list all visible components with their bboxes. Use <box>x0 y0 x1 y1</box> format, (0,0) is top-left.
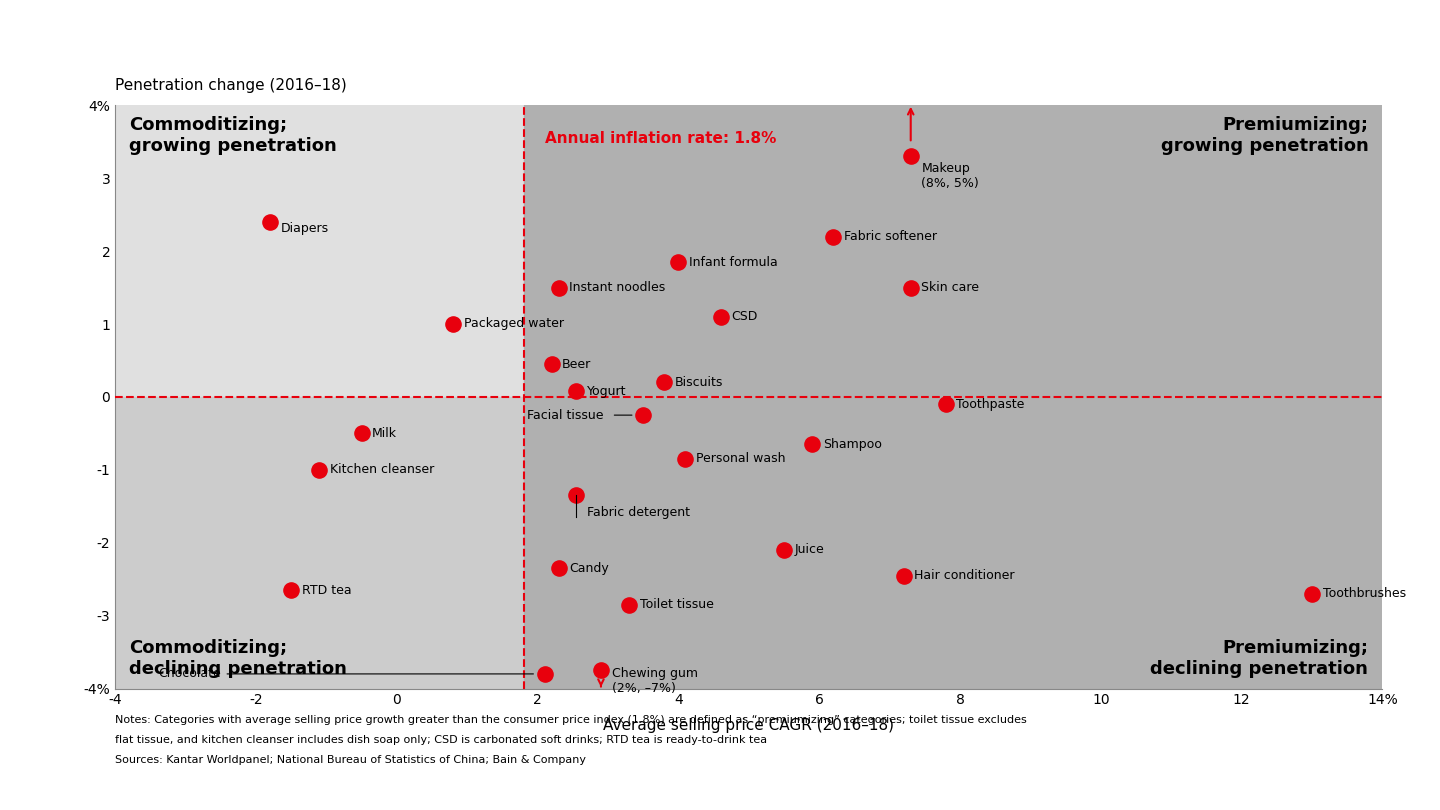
X-axis label: Average selling price CAGR (2016–18): Average selling price CAGR (2016–18) <box>603 718 894 734</box>
Point <box>589 664 612 677</box>
Point <box>308 463 331 476</box>
Text: Toothpaste: Toothpaste <box>956 398 1025 411</box>
Text: Fabric softener: Fabric softener <box>844 230 937 243</box>
Point <box>772 544 795 556</box>
Point <box>674 452 697 465</box>
Text: Toothbrushes: Toothbrushes <box>1322 587 1405 600</box>
Point <box>935 398 958 411</box>
Text: Kitchen cleanser: Kitchen cleanser <box>330 463 435 476</box>
Point <box>442 318 465 330</box>
Text: Yogurt: Yogurt <box>588 385 626 398</box>
Text: Penetration change (2016–18): Penetration change (2016–18) <box>115 78 347 93</box>
Text: Instant noodles: Instant noodles <box>569 281 665 294</box>
Bar <box>524 397 1382 688</box>
Text: Chocolate: Chocolate <box>158 667 220 680</box>
Point <box>899 150 922 163</box>
Bar <box>115 105 524 397</box>
Text: Premiumizing;
declining penetration: Premiumizing; declining penetration <box>1151 639 1368 677</box>
Text: Sources: Kantar Worldpanel; National Bureau of Statistics of China; Bain & Compa: Sources: Kantar Worldpanel; National Bur… <box>115 756 586 765</box>
Point <box>533 667 556 680</box>
Text: Commoditizing;
declining penetration: Commoditizing; declining penetration <box>130 639 347 677</box>
Text: Beer: Beer <box>562 357 592 371</box>
Text: Facial tissue: Facial tissue <box>527 408 603 422</box>
Text: Makeup
(8%, 5%): Makeup (8%, 5%) <box>922 162 979 190</box>
Point <box>899 281 922 294</box>
Text: RTD tea: RTD tea <box>302 583 351 597</box>
Text: CSD: CSD <box>732 310 757 323</box>
Text: Biscuits: Biscuits <box>675 376 723 389</box>
Point <box>1300 587 1323 600</box>
Text: Commoditizing;
growing penetration: Commoditizing; growing penetration <box>130 116 337 155</box>
Text: Fabric detergent: Fabric detergent <box>588 506 690 519</box>
Point <box>564 488 588 501</box>
Text: flat tissue, and kitchen cleanser includes dish soap only; CSD is carbonated sof: flat tissue, and kitchen cleanser includ… <box>115 735 768 745</box>
Text: Candy: Candy <box>569 561 609 575</box>
Point <box>667 256 690 269</box>
Text: Toilet tissue: Toilet tissue <box>639 598 714 612</box>
Point <box>652 376 675 389</box>
Point <box>822 230 845 243</box>
Point <box>350 427 373 440</box>
Point <box>708 310 732 323</box>
Text: Shampoo: Shampoo <box>822 437 881 451</box>
Point <box>259 215 282 228</box>
Point <box>547 281 570 294</box>
Text: Hair conditioner: Hair conditioner <box>914 569 1015 582</box>
Point <box>564 385 588 398</box>
Point <box>801 437 824 450</box>
Point <box>618 598 641 611</box>
Point <box>893 569 916 582</box>
Text: Infant formula: Infant formula <box>688 255 778 269</box>
Text: Personal wash: Personal wash <box>696 452 785 466</box>
Text: Skin care: Skin care <box>922 281 979 294</box>
Bar <box>524 105 1382 397</box>
Text: Juice: Juice <box>795 544 824 556</box>
Text: Diapers: Diapers <box>281 222 328 235</box>
Point <box>279 583 302 596</box>
Bar <box>115 397 524 688</box>
Text: Premiumizing;
growing penetration: Premiumizing; growing penetration <box>1161 116 1368 155</box>
Text: Annual inflation rate: 1.8%: Annual inflation rate: 1.8% <box>544 130 776 146</box>
Text: Notes: Categories with average selling price growth greater than the consumer pr: Notes: Categories with average selling p… <box>115 715 1027 725</box>
Point <box>632 408 655 421</box>
Point <box>540 358 563 371</box>
Text: Chewing gum
(2%, –7%): Chewing gum (2%, –7%) <box>612 667 697 695</box>
Text: Milk: Milk <box>372 427 397 440</box>
Point <box>547 562 570 575</box>
Text: Packaged water: Packaged water <box>464 318 563 330</box>
